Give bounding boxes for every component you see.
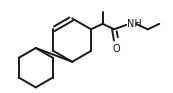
- Text: O: O: [113, 44, 120, 54]
- Text: NH: NH: [127, 19, 142, 29]
